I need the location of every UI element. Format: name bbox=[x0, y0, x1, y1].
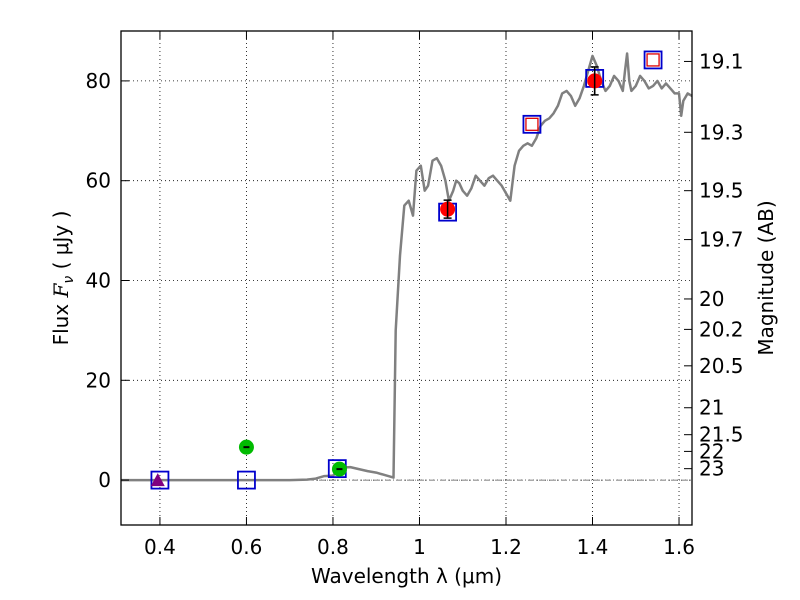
magnitude-tick-label: 22 bbox=[699, 439, 724, 463]
magnitude-tick-label: 20.5 bbox=[699, 354, 744, 378]
predicted-photometry-square bbox=[646, 53, 660, 67]
grid bbox=[121, 31, 692, 525]
magnitude-tick-label: 23 bbox=[699, 457, 724, 481]
magnitude-axis-label: Magnitude (AB) bbox=[754, 200, 778, 355]
model-photometry-square bbox=[237, 470, 256, 490]
ticks bbox=[121, 31, 692, 525]
model-photometry-square bbox=[150, 470, 170, 490]
x-tick-label: 1.2 bbox=[490, 535, 522, 559]
x-tick-label: 1 bbox=[413, 535, 426, 559]
y-axis-label-prefix: Flux bbox=[49, 297, 73, 345]
y-axis-label-symbol: F bbox=[49, 282, 73, 298]
model-spectrum-line bbox=[121, 52, 693, 482]
x-tick-label: 0.4 bbox=[144, 535, 176, 559]
magnitude-tick-label: 20.2 bbox=[699, 317, 744, 341]
magnitude-tick-label: 21.5 bbox=[699, 423, 744, 447]
magnitude-tick-label: 20 bbox=[699, 287, 724, 311]
magnitude-tick-label: 21 bbox=[699, 396, 724, 420]
upper-limit-triangle bbox=[150, 473, 165, 487]
x-axis-label: Wavelength λ (μm) bbox=[311, 564, 502, 588]
magnitude-tick-label: 19.1 bbox=[699, 49, 744, 73]
magnitude-tick-label: 19.5 bbox=[699, 179, 744, 203]
model-photometry-square bbox=[643, 50, 663, 70]
x-tick-label: 0.6 bbox=[231, 535, 263, 559]
magnitude-tick-label: 19.7 bbox=[699, 228, 744, 252]
y-axis-label: Flux Fν ( μJy ) bbox=[49, 211, 77, 346]
plot-area bbox=[121, 50, 693, 490]
tick-labels: 0.4 0.6 0.8 1 1.2 1.4 1.6 0 20 40 60 80 19.1 19.3 19.5… bbox=[86, 49, 744, 559]
y-tick-label: 60 bbox=[86, 169, 111, 193]
y-tick-label: 40 bbox=[86, 268, 111, 292]
model-photometry-square bbox=[522, 114, 542, 134]
predicted-photometry-square bbox=[525, 117, 539, 131]
y-axis-label-subscript: ν bbox=[61, 276, 77, 284]
x-tick-label: 0.8 bbox=[317, 535, 349, 559]
y-tick-label: 20 bbox=[86, 368, 111, 392]
magnitude-tick-label: 19.3 bbox=[699, 120, 744, 144]
y-axis-label-unit: ( μJy ) bbox=[49, 211, 73, 276]
x-tick-label: 1.6 bbox=[663, 535, 695, 559]
y-tick-label: 80 bbox=[86, 69, 111, 93]
x-tick-label: 1.4 bbox=[577, 535, 609, 559]
plot-frame bbox=[120, 30, 693, 526]
y-tick-label: 0 bbox=[98, 468, 111, 492]
